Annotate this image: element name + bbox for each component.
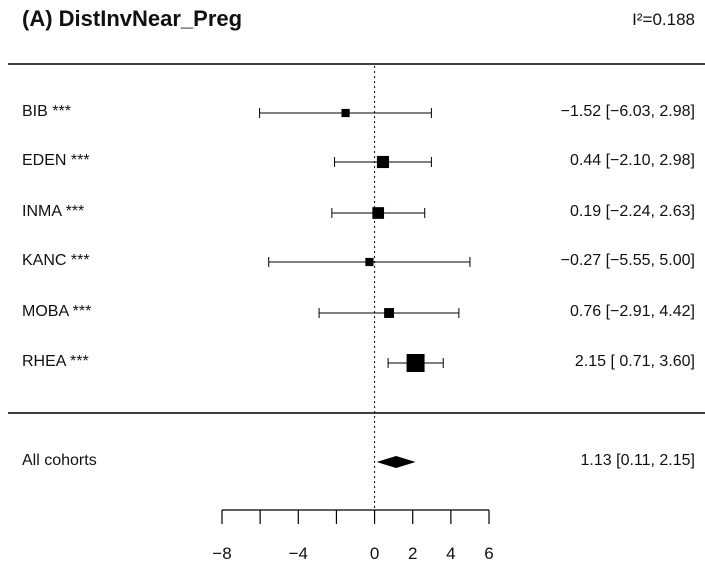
pooled-diamond xyxy=(376,456,416,468)
x-tick-label: −4 xyxy=(288,544,308,563)
study-label: EDEN *** xyxy=(22,152,90,169)
pooled-label: All cohorts xyxy=(22,452,97,469)
study-ci-text: −1.52 [−6.03, 2.98] xyxy=(560,103,695,120)
study-ci-text: 0.44 [−2.10, 2.98] xyxy=(570,152,695,169)
chart-title: (A) DistInvNear_Preg xyxy=(22,6,243,31)
study-ci-text: 0.76 [−2.91, 4.42] xyxy=(570,303,695,320)
study-ci-text: −0.27 [−5.55, 5.00] xyxy=(560,252,695,269)
x-tick-label: 4 xyxy=(446,544,456,563)
study-label: RHEA *** xyxy=(22,353,89,370)
x-tick-label: 6 xyxy=(484,544,494,563)
point-estimate xyxy=(365,257,374,267)
point-estimate xyxy=(372,207,385,219)
point-estimate xyxy=(376,155,390,169)
study-label: BIB *** xyxy=(22,103,71,120)
x-tick-label: 2 xyxy=(407,544,418,563)
study-label: KANC *** xyxy=(22,252,90,269)
study-label: MOBA *** xyxy=(22,303,92,320)
study-label: INMA *** xyxy=(22,203,85,220)
point-estimate xyxy=(341,108,350,118)
pooled-ci-text: 1.13 [0.11, 2.15] xyxy=(580,452,695,469)
x-tick-label: 0 xyxy=(369,544,380,563)
point-estimate xyxy=(384,308,395,318)
x-tick-label: −8 xyxy=(212,544,232,563)
study-ci-text: 0.19 [−2.24, 2.63] xyxy=(570,203,695,220)
heterogeneity-stat: I²=0.188 xyxy=(632,10,695,29)
point-estimate xyxy=(406,354,425,372)
study-ci-text: 2.15 [ 0.71, 3.60] xyxy=(574,353,695,370)
